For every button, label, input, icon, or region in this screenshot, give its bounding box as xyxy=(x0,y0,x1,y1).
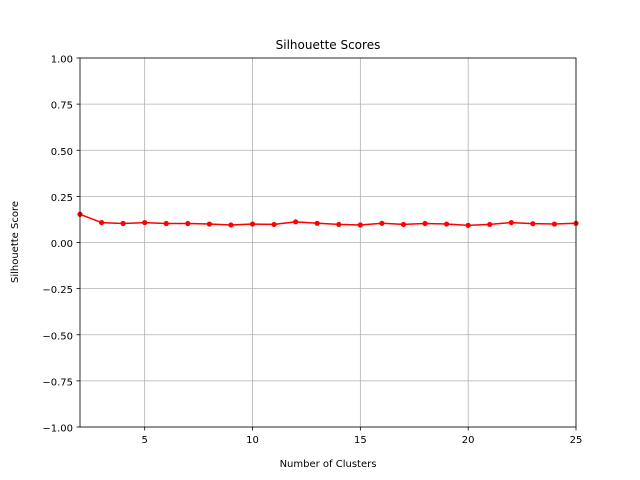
data-point xyxy=(508,219,514,226)
y-tick-label: −0.75 xyxy=(42,377,73,388)
y-tick-label: −1.00 xyxy=(42,424,73,435)
data-point xyxy=(422,220,428,227)
y-axis-ticks: −1.00 −0.75 −0.50 −0.25 0.00 0.25 0.50 0.75 1.00 xyxy=(42,55,80,435)
data-point xyxy=(465,222,471,228)
data-point xyxy=(206,221,212,227)
data-point xyxy=(293,219,299,225)
data-series xyxy=(77,211,579,228)
y-tick-label: 0.75 xyxy=(51,101,73,112)
y-tick-label: −0.50 xyxy=(42,331,73,342)
data-point xyxy=(379,220,385,226)
data-point xyxy=(400,221,407,228)
data-point xyxy=(185,220,191,227)
y-tick-label: 0.25 xyxy=(51,193,73,204)
x-tick-label: 15 xyxy=(354,435,367,446)
x-axis-label: Number of Clusters xyxy=(280,459,377,470)
x-tick-label: 5 xyxy=(142,435,148,446)
data-point xyxy=(487,221,493,228)
y-tick-label: −0.25 xyxy=(42,285,73,296)
data-point xyxy=(142,219,148,226)
data-point xyxy=(249,221,256,227)
x-axis-ticks: 5 10 15 20 25 xyxy=(142,427,583,446)
data-point xyxy=(98,219,105,226)
y-axis-label: Silhouette Score xyxy=(10,201,21,283)
series-line xyxy=(79,213,577,227)
data-point xyxy=(551,221,558,227)
data-point xyxy=(444,221,450,227)
chart-title: Silhouette Scores xyxy=(276,38,381,52)
data-point xyxy=(336,221,342,228)
x-tick-label: 25 xyxy=(570,435,583,446)
y-tick-label: 0.00 xyxy=(51,239,73,250)
data-point xyxy=(530,221,536,227)
data-point xyxy=(120,220,126,227)
x-tick-label: 20 xyxy=(462,435,475,446)
y-tick-label: 1.00 xyxy=(51,55,73,66)
data-point xyxy=(271,221,277,228)
y-tick-label: 0.50 xyxy=(51,147,73,158)
x-tick-label: 10 xyxy=(246,435,259,446)
data-point xyxy=(163,220,169,227)
data-point xyxy=(228,222,234,228)
data-point xyxy=(357,222,363,228)
data-point xyxy=(314,220,320,226)
